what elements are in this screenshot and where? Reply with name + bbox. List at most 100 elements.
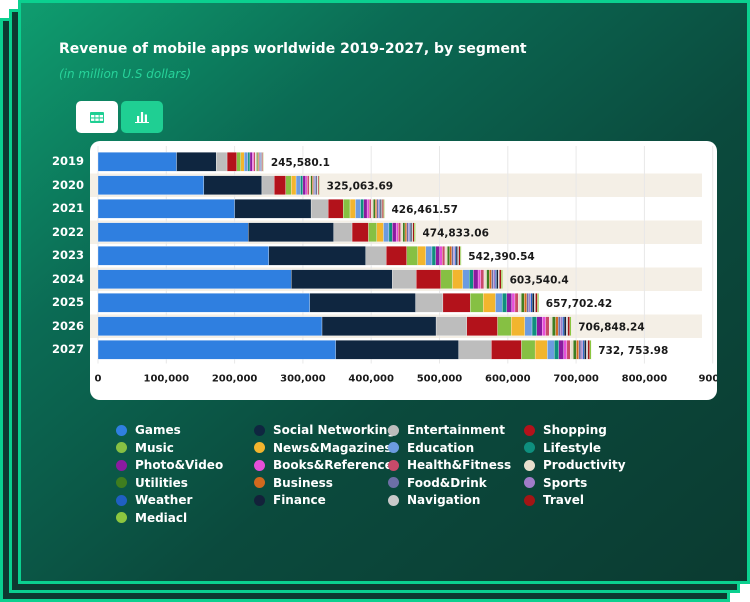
legend-item-shopping[interactable]: Shopping [524,423,607,437]
bar-segment-education-2025 [495,293,503,313]
bar-segment-finance-2022 [410,222,413,242]
bar-segment-photo-video-2021 [363,199,368,219]
legend-swatch [116,442,127,453]
legend-item-education[interactable]: Education [388,441,474,455]
bar-segment-books-reference-2020 [305,175,308,195]
legend-item-navigation[interactable]: Navigation [388,493,480,507]
legend-swatch [254,459,265,471]
legend-item-utilities[interactable]: Utilities [116,476,188,490]
bar-segment-photo-video-2025 [506,293,513,313]
legend-item-travel[interactable]: Travel [524,493,584,507]
stacked-bar-chart: 245,580.1 325,063.69 426,461.57 474,833.06 5… [90,146,717,385]
bar-segment-sports-2023 [453,246,456,266]
y-tick-label-2019: 2019 [52,154,85,168]
legend-item-productivity[interactable]: Productivity [524,458,626,472]
bar-segment-education-2023 [425,246,433,266]
bar-segment-navigation-2023 [457,246,459,266]
bar-segment-health-fitness-2025 [514,293,519,313]
bar-segment-food-drink-2021 [376,199,379,219]
legend-item-mediacl[interactable]: Mediacl [116,511,187,525]
bar-segment-utilities-2024 [486,269,490,289]
legend-swatch [388,424,399,436]
bar-segment-entertainment-2020 [261,175,275,195]
legend-item-books-reference[interactable]: Books&Reference [254,458,393,472]
bar-segment-photo-video-2020 [302,175,306,195]
bar-segment-productivity-2026 [549,316,553,336]
bar-segment-social-networking-2023 [268,246,366,266]
bar-segment-games-2019 [97,152,177,172]
legend-label: Health&Fitness [407,458,512,472]
bar-segment-productivity-2021 [371,199,374,219]
bar-segment-photo-video-2019 [249,152,253,172]
legend-item-business[interactable]: Business [254,476,333,490]
legend-label: Games [135,423,181,437]
bar-segment-sports-2027 [580,340,584,360]
bar-segment-travel-2026 [567,316,570,336]
bar-segment-lifestyle-2026 [531,316,537,336]
bar-segment-travel-2020 [317,175,320,195]
bar-segment-finance-2025 [532,293,535,313]
y-tick-label-2026: 2026 [52,318,85,333]
table-view-button[interactable] [76,101,118,133]
bar-segment-music-2021 [343,199,351,219]
bar-segment-music-2023 [406,246,418,266]
bar-segment-news-magazines-2022 [376,222,384,242]
x-tick-label: 200,000 [212,374,258,385]
legend-swatch [116,459,127,471]
legend-item-weather[interactable]: Weather [116,493,192,507]
legend-item-health-fitness[interactable]: Health&Fitness [388,458,511,472]
bar-segment-weather-2025 [530,293,533,313]
bar-segment-finance-2020 [316,175,318,195]
bar-segment-health-fitness-2019 [253,152,256,172]
bar-segment-education-2024 [462,269,470,289]
legend-item-entertainment[interactable]: Entertainment [388,423,505,437]
legend-item-social-networking[interactable]: Social Networking [254,423,396,437]
legend-label: Photo&Video [135,458,224,472]
bar-segment-entertainment-2026 [435,316,467,336]
bar-segment-health-fitness-2027 [566,340,571,360]
legend-item-music[interactable]: Music [116,441,174,455]
bar-segment-news-magazines-2024 [452,269,463,289]
bar-segment-entertainment-2022 [333,222,353,242]
bar-segment-shopping-2026 [466,316,498,336]
bar-segment-business-2026 [555,316,559,336]
bar-segment-utilities-2019 [256,152,258,172]
legend-item-games[interactable]: Games [116,423,181,437]
legend-item-lifestyle[interactable]: Lifestyle [524,441,601,455]
bar-segment-shopping-2023 [386,246,407,266]
chart-subtitle: (in million U.S dollars) [59,67,192,81]
legend-item-news-magazines[interactable]: News&Magazines [254,441,392,455]
bar-segment-education-2022 [383,222,390,242]
total-label-2022: 474,833.06 [422,227,488,239]
bar-segment-education-2027 [547,340,555,360]
legend-label: Sports [543,475,588,490]
bar-segment-education-2021 [355,199,361,219]
legend-label: Books&Reference [273,458,393,472]
bar-segment-lifestyle-2022 [388,222,393,242]
bar-segment-navigation-2026 [566,316,568,336]
bar-segment-utilities-2027 [573,340,577,360]
bar-segment-mediacl-2025 [537,293,539,313]
legend-item-food-drink[interactable]: Food&Drink [388,476,487,490]
bar-segment-books-reference-2019 [252,152,254,172]
bar-segment-sports-2025 [528,293,531,313]
bar-segment-entertainment-2024 [392,269,417,289]
bar-segment-photo-video-2026 [536,316,543,336]
bar-segment-weather-2024 [495,269,497,289]
bar-segment-books-reference-2023 [439,246,443,266]
legend-item-photo-video[interactable]: Photo&Video [116,458,223,472]
bar-segment-food-drink-2020 [313,175,315,195]
total-label-2026: 706,848.24 [578,321,644,333]
legend-item-sports[interactable]: Sports [524,476,587,490]
bar-segment-mediacl-2019 [263,152,264,172]
total-label-2019: 245,580.1 [271,157,330,169]
bar-segment-sports-2022 [408,222,410,242]
bar-segment-health-fitness-2024 [480,269,485,289]
chart-title: Revenue of mobile apps worldwide 2019-20… [59,41,527,57]
y-tick-label-2021: 2021 [52,201,85,215]
chart-view-button[interactable] [121,101,163,133]
bar-segment-lifestyle-2027 [554,340,559,360]
bar-segment-books-reference-2027 [563,340,568,360]
bar-segment-shopping-2024 [416,269,442,289]
legend-item-finance[interactable]: Finance [254,493,326,507]
